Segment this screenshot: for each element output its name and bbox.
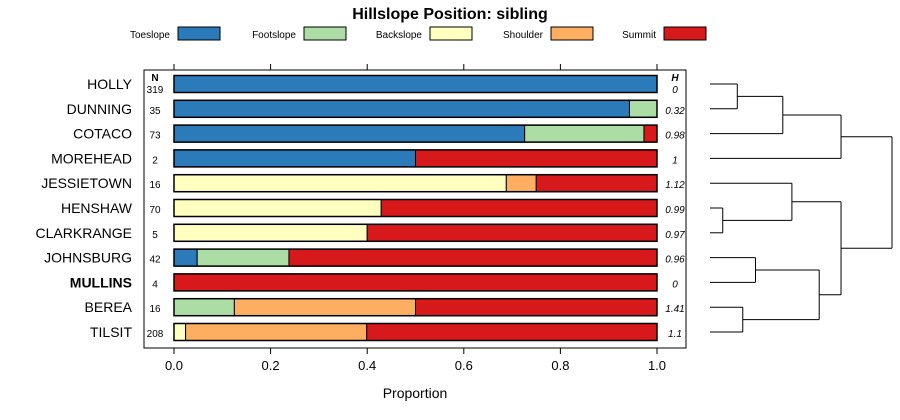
- n-value: 319: [147, 85, 164, 96]
- x-axis-label: Proportion: [383, 385, 448, 401]
- bar-outline: [173, 99, 658, 119]
- h-value: 0.98: [665, 131, 685, 142]
- chart-title: Hillslope Position: sibling: [352, 6, 548, 23]
- bar-segment: [173, 99, 630, 118]
- n-value: 73: [149, 131, 161, 142]
- legend: Toeslope Footslope Backslope Shoulder Summit: [130, 26, 707, 41]
- h-value: 1.12: [665, 180, 685, 191]
- n-value: 16: [149, 180, 161, 191]
- bar-segment: [288, 248, 658, 267]
- bar-outline: [173, 149, 658, 168]
- bar-segment: [173, 323, 187, 341]
- x-tick-label: 0.4: [358, 358, 376, 373]
- n-value: 208: [147, 329, 164, 340]
- n-value: 5: [152, 230, 158, 241]
- bar-segment: [173, 298, 235, 317]
- bar-outline: [173, 124, 658, 143]
- n-value: 70: [149, 205, 161, 216]
- bar-segment: [173, 223, 368, 242]
- legend-swatch: [663, 26, 707, 41]
- bar-segment: [366, 323, 658, 341]
- legend-label: Toeslope: [130, 30, 170, 41]
- bar-segment: [233, 298, 416, 317]
- bar-segment: [173, 273, 658, 292]
- row-label: BEREA: [85, 299, 133, 315]
- bar-outline: [173, 248, 658, 267]
- row-label: JOHNSBURG: [44, 250, 132, 266]
- legend-label: Shoulder: [503, 30, 544, 41]
- plot-frame: [143, 69, 687, 349]
- row-label: HOLLY: [87, 76, 133, 92]
- n-value: 42: [149, 255, 161, 266]
- bar-segment: [505, 174, 537, 193]
- h-value: 1.1: [668, 329, 682, 340]
- bar-segment: [380, 199, 658, 217]
- bar-outline: [173, 273, 658, 292]
- h-value: 0.99: [665, 205, 685, 216]
- top-axis-ticks: [173, 64, 658, 70]
- n-value: 4: [152, 279, 158, 290]
- row-label: MULLINS: [70, 274, 132, 290]
- bar-outline: [173, 322, 658, 342]
- row-label: JESSIETOWN: [41, 175, 132, 191]
- x-tick-label: 0.2: [262, 358, 280, 373]
- row-label: DUNNING: [67, 101, 132, 117]
- row-label: MOREHEAD: [51, 150, 132, 166]
- bar-outline: [173, 223, 658, 243]
- legend-swatch: [550, 26, 594, 41]
- bar-segment: [643, 124, 658, 143]
- n-value: 35: [149, 106, 161, 117]
- row-label: HENSHAW: [61, 200, 133, 216]
- h-value: 0: [672, 85, 678, 96]
- x-tick-label: 1.0: [648, 358, 666, 373]
- bar-outline: [173, 198, 658, 218]
- x-tick-label: 0.0: [165, 358, 183, 373]
- row-label: TILSIT: [90, 324, 132, 340]
- bar-segment: [628, 99, 658, 118]
- row-label: CLARKRANGE: [36, 225, 132, 241]
- bar-outline: [173, 74, 658, 94]
- legend-label: Footslope: [252, 30, 296, 41]
- chart-rows: HOLLY 319 0 DUNNING 35 0.32 COTACO 73 0.98 MOREHE…: [36, 74, 685, 342]
- n-value: 2: [152, 155, 158, 166]
- x-tick-label: 0.8: [551, 358, 569, 373]
- x-tick-label: 0.6: [455, 358, 473, 373]
- bar-segment: [366, 223, 658, 242]
- x-axis: 0.0 0.2 0.4 0.6 0.8 1.0: [165, 348, 666, 373]
- bar-segment: [173, 75, 658, 93]
- h-column-header: H: [671, 73, 679, 84]
- bar-segment: [173, 149, 416, 168]
- h-value: 0.32: [665, 106, 685, 117]
- bar-segment: [415, 298, 658, 317]
- legend-label: Summit: [622, 30, 656, 41]
- n-column-header: N: [151, 73, 158, 84]
- bar-outline: [173, 173, 658, 193]
- h-value: 1.41: [665, 304, 684, 315]
- bar-segment: [173, 248, 198, 267]
- h-value: 0.97: [665, 230, 685, 241]
- legend-label: Backslope: [376, 30, 423, 41]
- legend-swatch: [303, 26, 347, 41]
- bar-segment: [173, 174, 507, 193]
- bar-segment: [524, 124, 645, 143]
- h-value: 0.96: [665, 255, 685, 266]
- bar-outline: [173, 297, 658, 317]
- row-label: COTACO: [73, 126, 132, 142]
- h-value: 0: [672, 279, 678, 290]
- legend-swatch: [429, 26, 473, 41]
- bar-segment: [535, 174, 658, 193]
- legend-swatch: [177, 26, 221, 41]
- bar-segment: [415, 149, 658, 168]
- bar-segment: [173, 124, 526, 143]
- bar-segment: [196, 248, 290, 267]
- n-value: 16: [149, 304, 161, 315]
- dendrogram: [710, 83, 893, 333]
- bar-segment: [173, 199, 382, 217]
- bar-segment: [185, 323, 368, 341]
- h-value: 1: [672, 155, 678, 166]
